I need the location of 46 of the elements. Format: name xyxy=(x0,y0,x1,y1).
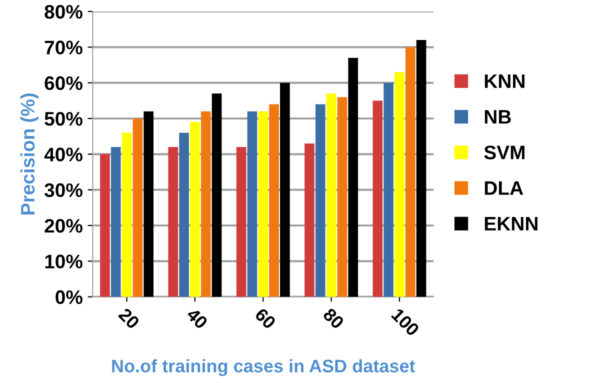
bar xyxy=(348,58,358,297)
bar xyxy=(315,104,326,297)
bar xyxy=(190,122,200,297)
legend-label: NB xyxy=(484,110,511,124)
bar xyxy=(110,147,121,297)
bar xyxy=(247,111,258,297)
bar xyxy=(304,143,314,297)
y-tick-label: 20% xyxy=(44,218,82,233)
bar xyxy=(168,147,178,297)
bar xyxy=(416,40,426,297)
bar xyxy=(269,104,279,297)
bar xyxy=(144,111,154,297)
bar xyxy=(200,111,211,297)
y-tick-label: 50% xyxy=(44,112,82,126)
bar xyxy=(372,100,383,297)
x-tick-label: 40 xyxy=(186,307,208,330)
legend-label: KNN xyxy=(484,74,524,88)
y-tick-label: 80% xyxy=(44,4,82,19)
y-tick-label: 60% xyxy=(44,76,82,90)
bar xyxy=(179,132,189,297)
bar xyxy=(132,118,143,297)
x-tick-label: 80 xyxy=(322,307,345,330)
bar xyxy=(212,94,222,297)
x-tick-label: 20 xyxy=(118,307,140,330)
bar xyxy=(100,154,110,297)
y-tick-label: 0% xyxy=(56,290,82,304)
legend-label: SVM xyxy=(484,146,524,160)
bar xyxy=(236,147,246,297)
bar xyxy=(326,94,336,297)
bar xyxy=(405,47,416,297)
bar xyxy=(337,97,348,297)
y-tick-label: 40% xyxy=(44,148,82,162)
bar xyxy=(394,72,404,297)
y-tick-label: 10% xyxy=(45,254,82,268)
x-axis-title: No.of training cases in ASD dataset xyxy=(112,359,416,376)
y-axis-title: Precision (%) xyxy=(20,94,38,214)
y-tick-label: 30% xyxy=(44,183,82,198)
y-tick-label: 70% xyxy=(44,40,82,54)
legend-label: EKNN xyxy=(484,217,538,230)
bar xyxy=(384,82,394,297)
legend-label: DLA xyxy=(484,181,524,195)
bar xyxy=(258,111,268,297)
bar xyxy=(122,132,132,297)
bar xyxy=(280,82,290,297)
x-tick-label: 60 xyxy=(254,307,276,330)
x-tick-label: 100 xyxy=(390,308,420,337)
